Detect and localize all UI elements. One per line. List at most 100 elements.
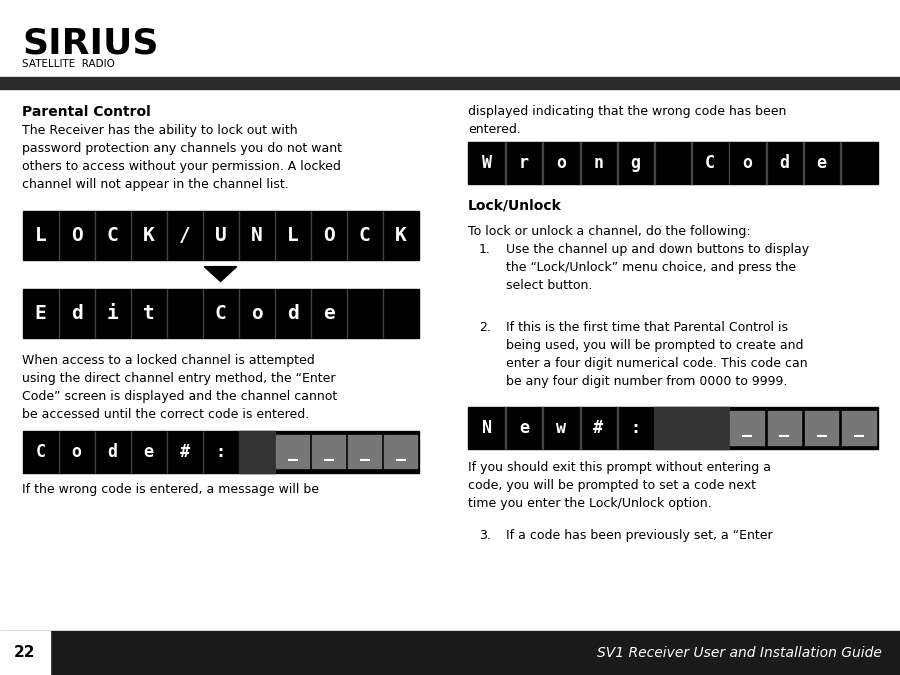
Text: _: _ xyxy=(323,443,334,460)
Bar xyxy=(0,631,900,675)
Text: C: C xyxy=(106,226,119,245)
Text: _: _ xyxy=(395,443,406,460)
Text: w: w xyxy=(556,419,566,437)
Text: displayed indicating that the wrong code has been
entered.: displayed indicating that the wrong code… xyxy=(468,105,787,136)
Text: d: d xyxy=(70,304,83,323)
Bar xyxy=(768,411,801,445)
Text: K: K xyxy=(394,226,407,245)
Text: L: L xyxy=(286,226,299,245)
Bar xyxy=(202,431,203,472)
Bar xyxy=(238,431,274,472)
Bar xyxy=(94,431,95,472)
Text: e: e xyxy=(518,419,529,437)
Text: If this is the first time that Parental Control is
being used, you will be promp: If this is the first time that Parental … xyxy=(506,321,807,387)
Text: _: _ xyxy=(359,443,370,460)
Bar xyxy=(691,407,729,449)
Text: W: W xyxy=(482,154,491,171)
Text: o: o xyxy=(250,304,263,323)
Bar xyxy=(58,211,59,260)
Text: e: e xyxy=(816,154,827,171)
Text: To lock or unlock a channel, do the following:: To lock or unlock a channel, do the foll… xyxy=(468,225,751,238)
Text: When access to a locked channel is attempted
using the direct channel entry meth: When access to a locked channel is attem… xyxy=(22,354,338,421)
Bar xyxy=(803,142,804,184)
Text: The Receiver has the ability to lock out with
password protection any channels y: The Receiver has the ability to lock out… xyxy=(22,124,343,191)
Text: t: t xyxy=(142,304,155,323)
Text: :: : xyxy=(631,419,641,437)
Text: o: o xyxy=(556,154,566,171)
Bar xyxy=(94,289,95,338)
Bar xyxy=(202,289,203,338)
Bar xyxy=(384,435,417,468)
Bar xyxy=(731,411,764,445)
Text: N: N xyxy=(482,419,491,437)
Text: 2.: 2. xyxy=(479,321,490,333)
Text: SIRIUS: SIRIUS xyxy=(22,27,159,61)
Bar xyxy=(505,407,506,449)
Text: SATELLITE  RADIO: SATELLITE RADIO xyxy=(22,59,115,69)
Bar xyxy=(805,411,839,445)
Bar xyxy=(310,289,311,338)
Text: d: d xyxy=(286,304,299,323)
Text: Use the channel up and down buttons to display
the “Lock/Unlock” menu choice, an: Use the channel up and down buttons to d… xyxy=(506,243,809,292)
Text: _: _ xyxy=(779,419,789,437)
Text: _: _ xyxy=(816,419,827,437)
Bar xyxy=(274,289,275,338)
Text: _: _ xyxy=(742,419,752,437)
Bar xyxy=(382,211,383,260)
Bar xyxy=(22,289,418,338)
Bar xyxy=(276,435,309,468)
Bar xyxy=(94,211,95,260)
Text: d: d xyxy=(779,154,789,171)
Bar xyxy=(766,142,767,184)
Text: O: O xyxy=(70,226,83,245)
Text: K: K xyxy=(142,226,155,245)
Text: If you should exit this prompt without entering a
code, you will be prompted to : If you should exit this prompt without e… xyxy=(468,461,771,510)
Text: 22: 22 xyxy=(14,645,35,660)
Text: o: o xyxy=(71,443,82,460)
Text: r: r xyxy=(518,154,529,171)
Text: N: N xyxy=(250,226,263,245)
Text: Parental Control: Parental Control xyxy=(22,105,151,119)
Bar xyxy=(842,411,876,445)
Text: #: # xyxy=(179,443,190,460)
Bar xyxy=(166,289,167,338)
Text: E: E xyxy=(34,304,47,323)
Bar xyxy=(22,431,418,472)
Bar xyxy=(729,142,730,184)
Bar xyxy=(130,211,131,260)
Bar xyxy=(382,289,383,338)
Bar xyxy=(58,431,59,472)
Bar xyxy=(130,431,131,472)
Text: i: i xyxy=(106,304,119,323)
Bar xyxy=(22,211,418,260)
Text: C: C xyxy=(214,304,227,323)
Bar xyxy=(130,289,131,338)
Bar xyxy=(468,142,878,184)
Bar xyxy=(238,211,239,260)
Bar xyxy=(274,211,275,260)
Text: e: e xyxy=(143,443,154,460)
Text: U: U xyxy=(214,226,227,245)
Text: _: _ xyxy=(287,443,298,460)
Bar xyxy=(58,289,59,338)
Text: g: g xyxy=(631,154,641,171)
Text: #: # xyxy=(593,419,603,437)
Text: n: n xyxy=(593,154,603,171)
Text: _: _ xyxy=(854,419,864,437)
Text: L: L xyxy=(34,226,47,245)
Text: If a code has been previously set, a “Enter: If a code has been previously set, a “En… xyxy=(506,529,772,541)
Bar xyxy=(691,142,692,184)
Text: 1.: 1. xyxy=(479,243,490,256)
Bar xyxy=(616,407,617,449)
Text: 3.: 3. xyxy=(479,529,490,541)
Text: /: / xyxy=(178,226,191,245)
Bar xyxy=(0,631,50,675)
Polygon shape xyxy=(204,267,237,281)
Text: SV1 Receiver User and Installation Guide: SV1 Receiver User and Installation Guide xyxy=(597,646,882,659)
Bar xyxy=(348,435,381,468)
Bar xyxy=(202,211,203,260)
Text: C: C xyxy=(358,226,371,245)
Text: o: o xyxy=(742,154,752,171)
Bar xyxy=(841,142,842,184)
Bar xyxy=(543,407,544,449)
